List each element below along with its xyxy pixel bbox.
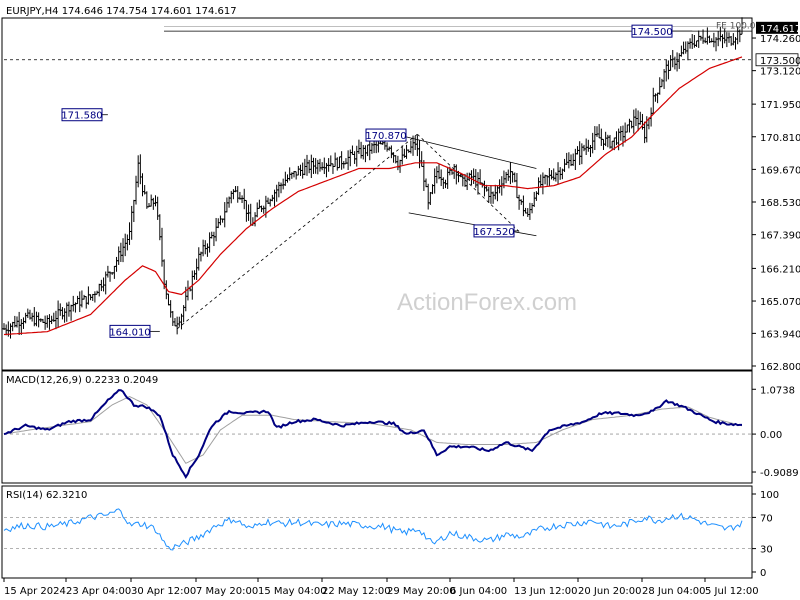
x-tick-label: 6 Jun 04:00	[450, 586, 507, 597]
price-y-tick-label: 165.070	[760, 297, 800, 308]
current-price-label: 174.617	[760, 24, 800, 35]
fe-label: FE 100.0	[716, 22, 756, 32]
symbol-header: EURJPY,H4 174.646 174.754 174.601 174.61…	[6, 6, 237, 17]
current-price-tag	[756, 21, 798, 34]
macd-y-tick-label: -0.9089	[760, 468, 799, 479]
price-y-tick-label: 168.530	[760, 198, 800, 209]
annotation-box	[61, 108, 103, 122]
annotation-label: 167.520	[473, 227, 514, 238]
rsi-layer	[3, 508, 752, 551]
rsi-y-tick-label: 0	[760, 568, 766, 579]
channel-lower	[408, 212, 537, 237]
x-tick-label: 20 Jun 20:00	[578, 586, 642, 597]
price-y-tick-label: 174.260	[760, 34, 800, 45]
level-price-tag	[755, 53, 799, 67]
macd-y-tick-label: 0.00	[760, 430, 782, 441]
annotation-label: 174.500	[631, 27, 672, 38]
macd-main-line	[3, 389, 742, 479]
axis-layer: 174.260 173.120 171.950 170.810 169.670 168.5…	[3, 21, 800, 597]
rsi-line	[3, 508, 743, 551]
price-y-tick-label: 166.210	[760, 264, 800, 275]
macd-layer	[3, 389, 752, 479]
annotation-label: 164.010	[109, 327, 150, 338]
x-tick-label: 30 Apr 12:00	[131, 586, 196, 597]
price-y-tick-label: 170.810	[760, 133, 800, 144]
rsi-y-tick-label: 70	[760, 513, 773, 524]
price-y-tick-label: 163.940	[760, 329, 800, 340]
annotation-label: 170.870	[365, 131, 406, 142]
x-tick-label: 23 Apr 04:00	[66, 586, 131, 597]
macd-panel-frame	[1, 370, 753, 484]
channel-upper	[389, 132, 537, 169]
price-panel-frame	[1, 17, 753, 371]
x-tick-label: 7 May 20:00	[196, 586, 258, 597]
rsi-label: RSI(14) 62.3210	[6, 490, 87, 501]
moving-average-line	[3, 56, 743, 336]
price-y-tick-label: 167.390	[760, 231, 800, 242]
macd-signal-line	[3, 395, 743, 464]
annotation-box	[109, 324, 151, 338]
price-y-tick-label: 169.670	[760, 165, 800, 176]
x-tick-label: 5 Jul 12:00	[705, 586, 759, 597]
x-tick-label: 22 May 12:00	[322, 586, 391, 597]
price-layer: FE 100.0 171.580 164.010 170.870 167.520 174.…	[2, 17, 756, 339]
annotation-box	[473, 224, 515, 238]
price-y-tick-label: 173.120	[760, 67, 800, 78]
watermark: ActionForex.com	[397, 289, 577, 316]
annotation-label: 171.580	[61, 111, 102, 122]
rsi-y-tick-label: 30	[760, 545, 773, 556]
x-tick-label: 28 Jun 04:00	[642, 586, 706, 597]
x-tick-label: 15 May 04:00	[258, 586, 327, 597]
rsi-panel-frame	[1, 485, 753, 579]
macd-y-tick-label: 1.0738	[760, 385, 795, 396]
macd-label: MACD(12,26,9) 0.2233 0.2049	[6, 375, 158, 386]
annotation-box	[631, 24, 673, 38]
trendline-dashed	[176, 133, 418, 330]
x-tick-label: 15 Apr 2024	[4, 586, 66, 597]
x-tick-label: 13 Jun 12:00	[514, 586, 578, 597]
level-price-tag-label: 173.500	[760, 56, 800, 67]
price-y-tick-label: 162.800	[760, 362, 800, 373]
annotation-box	[365, 128, 407, 142]
price-y-tick-label: 171.950	[760, 100, 800, 111]
rsi-y-tick-label: 100	[760, 490, 779, 501]
x-tick-label: 29 May 20:00	[387, 586, 456, 597]
